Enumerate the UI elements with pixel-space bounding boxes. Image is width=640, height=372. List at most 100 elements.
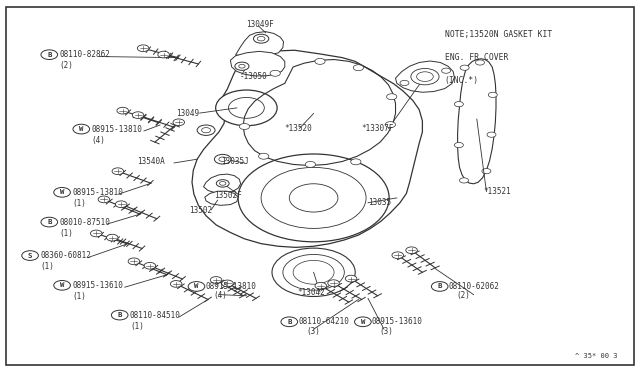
Circle shape xyxy=(417,72,433,81)
Circle shape xyxy=(220,182,226,185)
Text: (3): (3) xyxy=(306,327,320,336)
Text: (1): (1) xyxy=(130,322,144,331)
Circle shape xyxy=(173,119,184,126)
Circle shape xyxy=(400,80,409,86)
Circle shape xyxy=(106,234,118,241)
Text: *13520: *13520 xyxy=(285,124,312,133)
Circle shape xyxy=(132,112,144,118)
Circle shape xyxy=(197,125,215,135)
Circle shape xyxy=(170,280,182,287)
Circle shape xyxy=(353,65,364,71)
Circle shape xyxy=(41,50,58,60)
Circle shape xyxy=(221,280,233,287)
Circle shape xyxy=(138,45,149,52)
Circle shape xyxy=(346,275,357,282)
Text: (3): (3) xyxy=(380,327,394,336)
Text: W: W xyxy=(60,189,64,195)
Circle shape xyxy=(487,132,496,137)
Text: W: W xyxy=(79,126,83,132)
Circle shape xyxy=(235,62,249,70)
Text: 08360-60812: 08360-60812 xyxy=(40,251,91,260)
Polygon shape xyxy=(204,174,241,193)
Circle shape xyxy=(261,167,366,228)
Text: W: W xyxy=(195,283,198,289)
Text: 08915-13610: 08915-13610 xyxy=(72,281,123,290)
Circle shape xyxy=(128,258,140,264)
Polygon shape xyxy=(192,50,422,247)
Circle shape xyxy=(211,277,222,283)
Circle shape xyxy=(460,178,468,183)
Circle shape xyxy=(270,70,280,76)
Circle shape xyxy=(328,280,339,286)
Text: 08915-13610: 08915-13610 xyxy=(372,317,422,326)
Circle shape xyxy=(406,247,417,254)
Text: 08915-13810: 08915-13810 xyxy=(205,282,256,291)
Circle shape xyxy=(214,154,231,164)
Circle shape xyxy=(315,282,326,289)
Polygon shape xyxy=(230,51,285,76)
Text: 08915-13810: 08915-13810 xyxy=(72,188,123,197)
Circle shape xyxy=(238,154,389,242)
Circle shape xyxy=(272,248,355,296)
Text: 08110-62062: 08110-62062 xyxy=(449,282,499,291)
Circle shape xyxy=(98,196,109,203)
Polygon shape xyxy=(396,61,454,92)
Text: B: B xyxy=(47,219,51,225)
Circle shape xyxy=(41,217,58,227)
Text: (1): (1) xyxy=(72,199,86,208)
Circle shape xyxy=(385,122,396,128)
Circle shape xyxy=(392,252,403,259)
Circle shape xyxy=(115,201,127,208)
Circle shape xyxy=(454,102,463,107)
Circle shape xyxy=(73,124,90,134)
Circle shape xyxy=(54,280,70,290)
Text: 13035: 13035 xyxy=(368,198,391,207)
Text: NOTE;13520N GASKET KIT: NOTE;13520N GASKET KIT xyxy=(445,30,552,39)
Circle shape xyxy=(476,60,484,65)
Circle shape xyxy=(315,58,325,64)
Circle shape xyxy=(90,230,102,237)
Circle shape xyxy=(144,262,156,269)
Circle shape xyxy=(216,90,277,126)
Text: (1): (1) xyxy=(40,262,54,271)
Text: -13050: -13050 xyxy=(240,72,268,81)
Circle shape xyxy=(239,124,250,129)
Text: W: W xyxy=(60,282,64,288)
Circle shape xyxy=(259,153,269,159)
Text: 08110-82862: 08110-82862 xyxy=(60,50,110,59)
Text: 13035J: 13035J xyxy=(221,157,248,166)
Circle shape xyxy=(228,97,264,118)
Text: 13049: 13049 xyxy=(176,109,199,118)
Circle shape xyxy=(117,107,129,114)
Circle shape xyxy=(387,94,397,100)
Text: (2): (2) xyxy=(456,291,470,300)
Circle shape xyxy=(253,34,269,43)
Circle shape xyxy=(202,128,211,133)
Circle shape xyxy=(351,159,361,165)
Text: W: W xyxy=(361,319,365,325)
Text: (1): (1) xyxy=(72,292,86,301)
Circle shape xyxy=(283,254,344,290)
Circle shape xyxy=(355,317,371,327)
Polygon shape xyxy=(236,32,284,56)
Text: *13307F: *13307F xyxy=(362,124,394,133)
Circle shape xyxy=(460,65,469,70)
Circle shape xyxy=(216,180,229,187)
Circle shape xyxy=(482,169,491,174)
Text: 13540A: 13540A xyxy=(138,157,165,166)
Circle shape xyxy=(54,187,70,197)
Text: (4): (4) xyxy=(213,291,227,300)
Text: ENG. FR COVER: ENG. FR COVER xyxy=(445,53,508,62)
Circle shape xyxy=(293,260,334,284)
Text: (4): (4) xyxy=(92,136,106,145)
Text: B: B xyxy=(287,319,291,325)
Text: ^ 35* 00 3: ^ 35* 00 3 xyxy=(575,353,618,359)
Circle shape xyxy=(188,282,205,291)
Polygon shape xyxy=(205,191,238,205)
Text: *13521: *13521 xyxy=(483,187,511,196)
Text: B: B xyxy=(47,52,51,58)
Text: (2): (2) xyxy=(60,61,74,70)
Text: B: B xyxy=(118,312,122,318)
Text: B: B xyxy=(438,283,442,289)
Circle shape xyxy=(454,142,463,148)
